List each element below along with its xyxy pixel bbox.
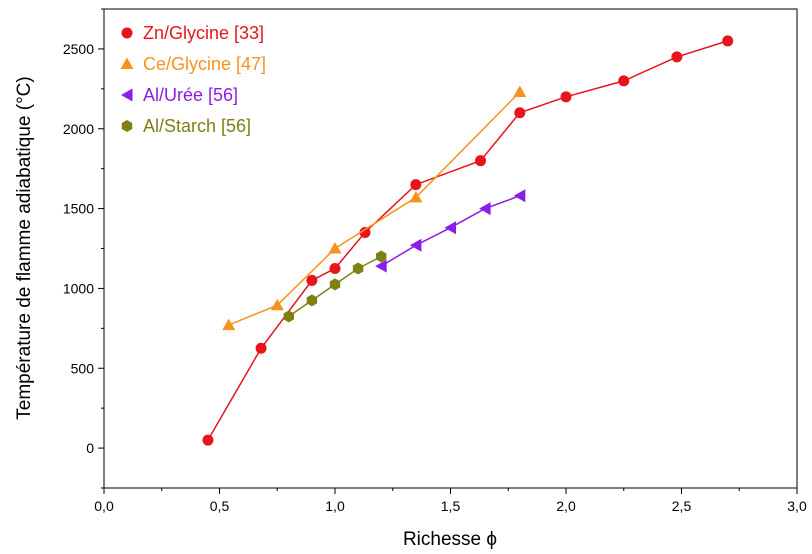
y-tick-label: 1000 [63, 280, 94, 296]
data-point [222, 318, 236, 331]
data-point [514, 107, 526, 119]
data-point [444, 221, 456, 235]
x-tick-label: 2,0 [556, 498, 576, 514]
legend-label: Zn/Glycine [33] [143, 23, 264, 43]
series-4 [283, 250, 387, 323]
plot-frame [103, 8, 798, 489]
data-point [352, 262, 364, 275]
data-point [618, 75, 630, 87]
legend-item: Al/Urée [56] [121, 85, 238, 105]
x-tick-label: 3,0 [787, 498, 807, 514]
legend-label: Al/Starch [56] [143, 116, 251, 136]
legend-label: Al/Urée [56] [143, 85, 238, 105]
data-point [306, 274, 318, 286]
legend-marker [121, 27, 133, 39]
x-tick-label: 2,5 [672, 498, 692, 514]
data-point [359, 227, 371, 239]
data-point [410, 179, 422, 191]
x-tick-label: 1,0 [325, 498, 345, 514]
data-point [329, 262, 341, 274]
legend-item: Zn/Glycine [33] [121, 23, 264, 43]
series-line [207, 40, 728, 441]
data-point [283, 310, 294, 323]
data-point [513, 85, 527, 97]
data-point [329, 278, 341, 291]
data-point [409, 238, 422, 252]
y-axis-title: Température de flamme adiabatique (°C) [14, 76, 35, 419]
data-point [270, 298, 284, 311]
y-tick-label: 1500 [63, 201, 94, 217]
x-tick-label: 0,5 [210, 498, 230, 514]
data-point [475, 155, 487, 167]
legend-marker [121, 88, 133, 102]
series-3 [375, 189, 526, 273]
data-point [671, 51, 683, 63]
data-point [560, 91, 572, 103]
series-layer [202, 35, 734, 446]
y-tick-label: 0 [86, 440, 94, 456]
series-2 [222, 85, 527, 331]
legend: Zn/Glycine [33] Ce/Glycine [47] Al/Urée [5… [120, 23, 266, 136]
legend-label: Ce/Glycine [47] [143, 54, 266, 74]
x-tick-label: 1,5 [441, 498, 461, 514]
data-point [722, 35, 734, 47]
data-point [306, 294, 318, 307]
legend-item: Ce/Glycine [47] [120, 54, 266, 74]
data-point [375, 259, 387, 273]
data-point [255, 342, 267, 354]
y-tick-label: 500 [71, 360, 95, 376]
legend-marker [120, 57, 134, 69]
y-axis-ticks: 0 500 1000 1500 2000 2500 [63, 8, 104, 489]
data-point [328, 242, 342, 254]
legend-item: Al/Starch [56] [121, 116, 251, 136]
x-axis-title: Richesse ϕ [403, 529, 497, 550]
x-tick-label: 0,0 [94, 498, 114, 514]
data-point [409, 190, 423, 203]
data-point [202, 434, 214, 446]
x-axis-ticks: 0,0 0,5 1,0 1,5 2,0 2,5 3,0 [94, 488, 807, 514]
series-line [228, 91, 521, 326]
series-1 [202, 35, 734, 446]
data-point [376, 250, 387, 263]
data-point [513, 189, 526, 203]
y-tick-label: 2500 [63, 41, 94, 57]
y-tick-label: 2000 [63, 121, 94, 137]
data-point [479, 202, 491, 216]
legend-marker [121, 120, 133, 132]
